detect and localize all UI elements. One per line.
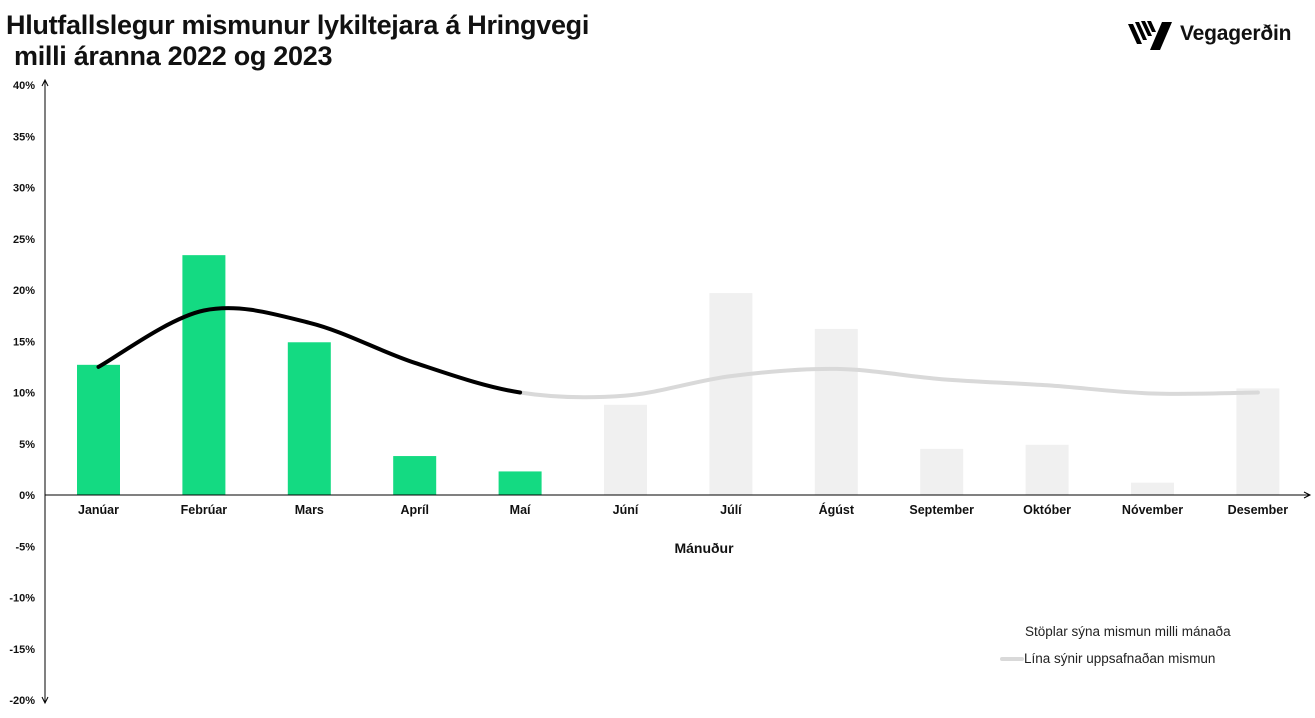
y-tick-label: 40% (13, 80, 35, 92)
y-tick-label: -15% (9, 644, 35, 656)
bar (604, 404, 647, 495)
vegagerdin-logo: Vegagerðin (1126, 14, 1291, 54)
x-axis-categories: Janúar Febrúar Mars Apríl Maí Júní Júlí Ágúst Se… (78, 502, 1288, 517)
cumulative-line-actual (96, 306, 523, 395)
x-tick-label: Febrúar (181, 503, 228, 517)
legend: Stöplar sýna mismun milli mánaða Lína sý… (1000, 624, 1231, 666)
bar (920, 448, 964, 495)
bar-series (77, 255, 1280, 495)
bar (1236, 388, 1280, 495)
x-tick-label: Desember (1228, 503, 1289, 517)
bar (77, 364, 120, 495)
y-axis-arrow-bottom (41, 696, 49, 705)
bar (709, 293, 753, 495)
bar (393, 456, 437, 495)
line-series (96, 306, 1260, 400)
y-tick-label: 0% (19, 490, 35, 502)
y-tick-label: -5% (15, 541, 35, 553)
x-tick-label: Ágúst (819, 502, 855, 517)
bar (1025, 444, 1069, 495)
title-line-1: Hlutfallslegur mismunur lykiltejara á Hr… (6, 10, 590, 40)
y-axis-arrow-top (41, 78, 49, 87)
bar (1131, 482, 1174, 495)
x-tick-label: Október (1023, 503, 1071, 517)
vegagerdin-stripes-icon (1128, 21, 1172, 50)
title-line-2: milli áranna 2022 og 2023 (14, 41, 333, 71)
x-tick-label: Janúar (78, 503, 119, 517)
x-axis-label: Mánuður (674, 540, 734, 556)
cumulative-line-future (518, 366, 1260, 400)
x-tick-label: Júlí (720, 503, 742, 517)
axes (41, 78, 1312, 705)
x-tick-label: Júní (613, 503, 639, 517)
x-tick-label: Nóvember (1122, 503, 1183, 517)
x-tick-label: Maí (510, 503, 531, 517)
x-axis-arrow (1303, 491, 1312, 499)
legend-item-bars: Stöplar sýna mismun milli mánaða (1025, 624, 1231, 639)
y-tick-label: 35% (13, 131, 35, 143)
y-tick-label: 25% (13, 234, 35, 246)
y-tick-label: 10% (13, 388, 35, 400)
y-tick-label: 15% (13, 336, 35, 348)
y-tick-label: 5% (19, 439, 35, 451)
y-tick-label: -10% (9, 593, 35, 605)
bar (814, 328, 858, 495)
x-tick-label: Mars (295, 503, 324, 517)
logo-text: Vegagerðin (1180, 22, 1292, 45)
y-tick-label: -20% (9, 695, 35, 707)
x-tick-label: September (909, 503, 974, 517)
bar (287, 342, 331, 495)
y-axis-ticks: -20% -15% -10% -5% 0% 5% 10% 15% 20% 25% 30% 35% 40% (9, 80, 35, 707)
y-tick-label: 20% (13, 285, 35, 297)
y-tick-label: 30% (13, 183, 35, 195)
x-tick-label: Apríl (400, 503, 428, 517)
bar (498, 471, 542, 495)
legend-item-line: Lína sýnir uppsafnaðan mismun (1024, 651, 1215, 666)
bar (182, 255, 226, 495)
chart-title: Hlutfallslegur mismunur lykiltejara á Hr… (6, 10, 589, 72)
